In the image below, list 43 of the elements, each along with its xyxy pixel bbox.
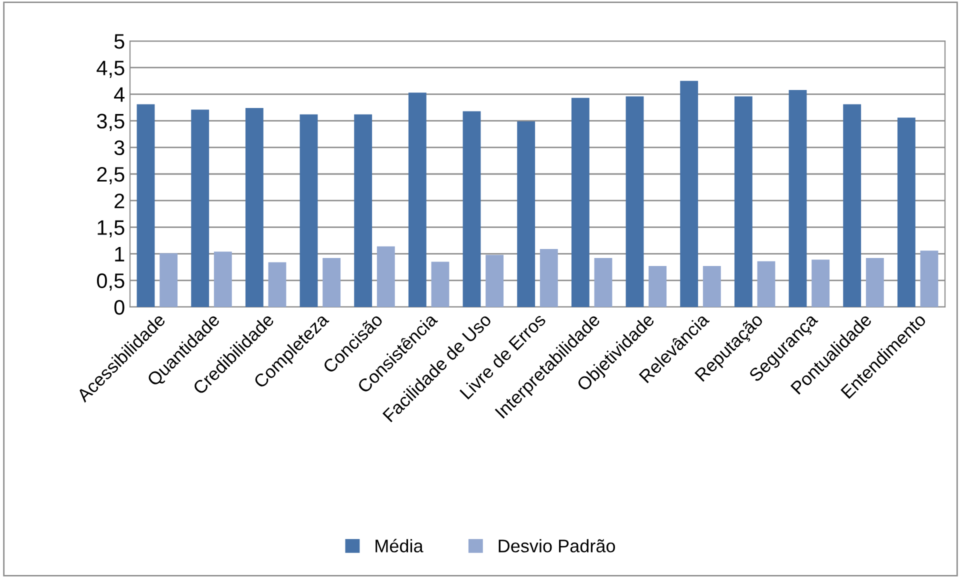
bar (462, 111, 481, 307)
bar (214, 252, 232, 307)
bar (734, 96, 752, 307)
bar (812, 260, 830, 307)
bar (354, 114, 372, 307)
bar (431, 262, 450, 307)
y-tick-label: 4,5 (96, 60, 124, 78)
bar (648, 266, 667, 307)
bar (300, 114, 318, 307)
bar (268, 262, 286, 307)
bar (322, 258, 341, 307)
bar (626, 96, 644, 307)
bar (517, 121, 536, 307)
bar (788, 90, 807, 307)
bar (245, 108, 264, 307)
y-tick-label: 3,5 (96, 114, 124, 132)
bar (594, 258, 612, 307)
bar (897, 118, 916, 307)
bar (376, 246, 395, 307)
bar (843, 104, 862, 307)
bar (408, 92, 426, 307)
y-tick-label: 5 (114, 34, 124, 49)
bar (540, 249, 558, 307)
bar (680, 80, 698, 307)
y-tick-label: 2 (114, 194, 124, 208)
bar (920, 250, 938, 307)
y-tick-label: 0,5 (96, 273, 124, 291)
y-tick-label: 2,5 (97, 167, 124, 184)
bar (866, 258, 884, 307)
y-tick-label: 4 (114, 87, 125, 102)
bar (136, 104, 155, 307)
bar (757, 261, 776, 307)
legend-label: Média (376, 538, 424, 552)
bar (702, 266, 721, 307)
y-tick-label: 1 (115, 247, 124, 262)
y-tick-label: 0 (114, 300, 124, 315)
y-tick-label: 1,5 (98, 220, 124, 238)
legend-label: Desvio Padrão (498, 539, 616, 552)
bar (160, 253, 178, 307)
bar (486, 254, 504, 307)
y-tick-label: 3 (114, 140, 124, 156)
bar (571, 98, 590, 307)
bar (191, 110, 210, 307)
